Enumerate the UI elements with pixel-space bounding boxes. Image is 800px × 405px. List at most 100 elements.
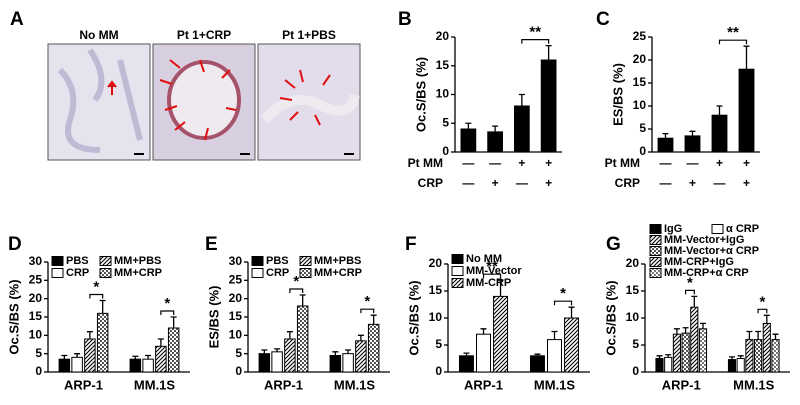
y-tick-label: 15 xyxy=(436,58,450,72)
bar xyxy=(754,339,763,373)
y-tick-label: 25 xyxy=(633,29,647,43)
legend-swatch xyxy=(649,235,662,245)
y-tick-label: 5 xyxy=(35,346,42,360)
bar xyxy=(762,322,771,373)
significance-label: * xyxy=(93,278,99,295)
y-tick-label: 0 xyxy=(639,144,646,158)
y-tick-label: 0 xyxy=(442,144,449,158)
y-axis-label: Oc.S/BS (%) xyxy=(406,280,421,355)
bar xyxy=(493,295,509,373)
y-tick-label: 15 xyxy=(633,75,647,89)
bar xyxy=(711,114,728,153)
legend-label: MM+CRP xyxy=(114,267,162,279)
panel-label: B xyxy=(398,9,412,30)
error-bar xyxy=(746,330,753,340)
condition-mark: — xyxy=(489,156,501,170)
significance-label: * xyxy=(164,295,170,312)
y-tick-label: 10 xyxy=(436,87,450,101)
bar xyxy=(460,128,477,153)
bar xyxy=(258,353,271,373)
bar xyxy=(342,353,354,373)
significance-bracket xyxy=(685,289,695,295)
error-bar xyxy=(743,45,750,70)
panel: D Oc.S/BS (%) 0 5 10 15 20 25 30 ARP-1 MM.1S PBSCRP… xyxy=(6,234,190,392)
error-bar xyxy=(492,125,499,132)
error-bar xyxy=(345,349,352,354)
bar xyxy=(727,359,737,373)
significance-bracket xyxy=(553,300,573,306)
x-tick-label: ARP-1 xyxy=(662,377,701,392)
error-bar xyxy=(772,333,779,340)
error-bar xyxy=(74,353,81,358)
legend-swatch xyxy=(99,268,112,278)
condition-mark: — xyxy=(660,156,672,170)
y-tick-label: 30 xyxy=(29,254,43,268)
y-tick-label: 15 xyxy=(29,309,43,323)
error-bar xyxy=(132,355,139,360)
bar xyxy=(672,333,681,373)
y-tick-label: 20 xyxy=(626,256,640,270)
legend-label: MM-CRP xyxy=(466,277,511,289)
y-tick-label: 10 xyxy=(429,310,443,324)
legend-swatch xyxy=(451,266,464,276)
legend-label: PBS xyxy=(266,255,289,267)
condition-mark: + xyxy=(743,176,750,190)
error-bar xyxy=(716,105,723,116)
bar xyxy=(367,323,380,373)
legend-swatch xyxy=(451,254,464,264)
bar xyxy=(296,305,309,373)
y-tick-label: 10 xyxy=(29,328,43,342)
legend-label: IgG xyxy=(664,223,682,235)
error-bar xyxy=(568,306,575,318)
legend-label: MM-CRP+α CRP xyxy=(664,267,749,279)
bar xyxy=(681,332,690,373)
panel: C ES/BS (%) 0 5 10 15 20 25 Pt MM — — + + CRP — + — + ** xyxy=(596,9,760,190)
x-tick-label: MM.1S xyxy=(334,377,376,392)
bar xyxy=(142,358,154,373)
bar xyxy=(745,339,754,373)
error-bar xyxy=(737,355,744,359)
error-bar xyxy=(370,314,377,325)
significance-label: * xyxy=(687,274,693,291)
legend-label: MM-Vector+α CRP xyxy=(664,245,759,257)
error-bar xyxy=(656,355,663,359)
legend-label: No MM xyxy=(466,253,502,265)
x-tick-label: MM.1S xyxy=(534,377,576,392)
condition-mark: — xyxy=(660,176,672,190)
error-bar xyxy=(145,354,152,360)
bar xyxy=(771,339,780,373)
legend-swatch xyxy=(649,246,662,256)
error-bar xyxy=(261,349,268,354)
y-tick-label: 20 xyxy=(29,291,43,305)
bar xyxy=(736,358,745,373)
condition-mark: — xyxy=(687,156,699,170)
significance-bracket xyxy=(89,293,104,299)
bar xyxy=(690,306,699,373)
error-bar xyxy=(274,348,281,352)
y-axis-label: Oc.S/BS (%) xyxy=(6,279,21,354)
y-tick-label: 20 xyxy=(429,256,443,270)
x-tick-label: MM.1S xyxy=(733,377,775,392)
panel: B Oc.S/BS (%) 0 5 10 15 20 Pt MM — — + + CRP — + — + ** xyxy=(398,9,562,190)
tissue xyxy=(57,48,143,153)
panel-label: C xyxy=(596,9,610,30)
error-bar xyxy=(99,299,106,314)
legend-swatch xyxy=(299,256,312,266)
legend-swatch xyxy=(711,224,724,234)
error-bar xyxy=(691,295,698,308)
x-tick-label: MM.1S xyxy=(134,377,176,392)
condition-mark: — xyxy=(462,176,474,190)
bar xyxy=(58,358,71,373)
image-title: No MM xyxy=(79,28,118,42)
error-bar xyxy=(534,353,541,356)
error-bar xyxy=(86,331,93,339)
y-axis-label: Oc.S/BS (%) xyxy=(603,280,618,355)
y-tick-label: 20 xyxy=(436,29,450,43)
significance-bracket xyxy=(360,308,375,314)
y-tick-label: 20 xyxy=(229,291,243,305)
legend-swatch xyxy=(451,278,464,288)
error-bar xyxy=(518,93,525,106)
error-bar xyxy=(763,314,770,324)
error-bar xyxy=(357,334,364,341)
